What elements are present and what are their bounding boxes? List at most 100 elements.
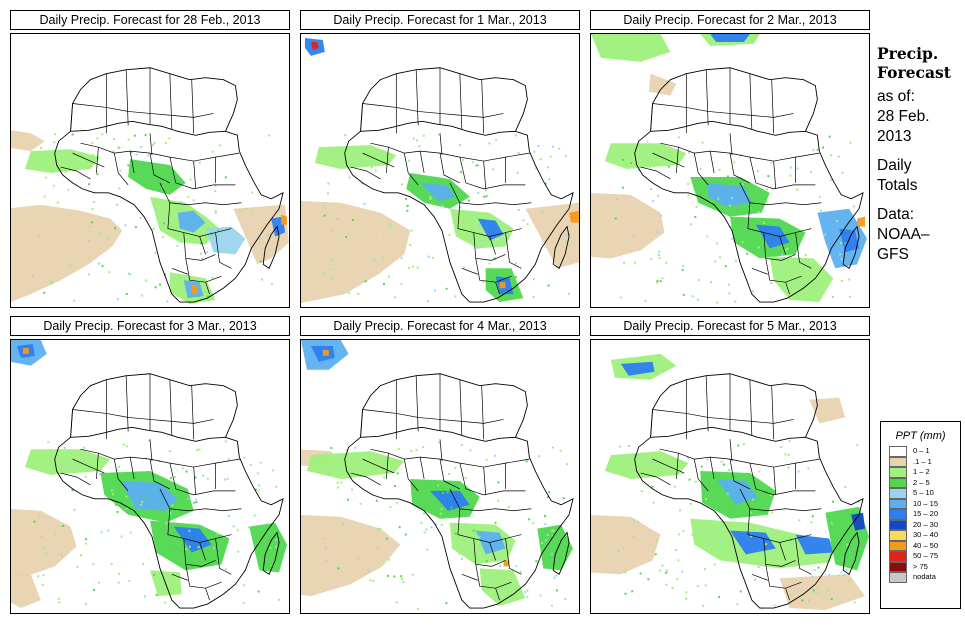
country-border xyxy=(459,73,463,130)
country-border xyxy=(773,467,777,495)
country-border xyxy=(481,79,485,134)
country-border xyxy=(185,564,222,589)
country-border xyxy=(751,113,794,118)
country-border xyxy=(149,459,171,490)
country-border xyxy=(495,282,500,295)
country-border xyxy=(169,379,173,436)
precip-area xyxy=(716,478,758,505)
country-border xyxy=(652,458,685,474)
country-border xyxy=(183,232,216,261)
precip-area xyxy=(779,574,866,611)
country-border xyxy=(449,182,532,206)
forecast-map xyxy=(300,33,580,308)
map-canvas xyxy=(11,34,289,307)
country-border xyxy=(439,459,461,490)
country-border xyxy=(652,409,709,418)
country-border xyxy=(362,409,419,418)
country-border xyxy=(167,508,232,543)
country-border xyxy=(159,488,242,512)
country-border xyxy=(709,457,715,480)
country-border xyxy=(785,282,790,295)
precip-area xyxy=(420,182,456,201)
legend-swatch xyxy=(889,540,907,551)
country-border xyxy=(473,538,506,567)
country-border xyxy=(660,448,820,468)
panel-title: Daily Precip. Forecast for 1 Mar., 2013 xyxy=(300,10,580,30)
map-canvas xyxy=(11,340,289,613)
map-canvas xyxy=(301,34,579,307)
country-border xyxy=(505,232,522,269)
country-border xyxy=(652,103,709,112)
precip-area xyxy=(281,214,288,225)
country-border xyxy=(751,573,768,581)
precip-area xyxy=(24,449,111,476)
country-border xyxy=(749,157,816,190)
legend-swatch xyxy=(889,572,907,583)
coastline xyxy=(54,426,284,609)
country-border xyxy=(362,103,419,112)
country-border xyxy=(650,409,653,438)
precip-area xyxy=(839,228,860,253)
forecast-caption: Precip. Forecast as of: 28 Feb. 2013 Dai… xyxy=(877,44,962,265)
country-border xyxy=(386,147,389,174)
legend-item: nodata xyxy=(889,572,960,583)
precip-area xyxy=(301,514,401,597)
country-border xyxy=(489,236,496,255)
precip-area xyxy=(191,284,198,295)
legend-swatch xyxy=(889,509,907,520)
country-border xyxy=(676,453,679,480)
country-border xyxy=(70,103,73,132)
legend-item: 20 – 30 xyxy=(889,519,960,530)
country-border xyxy=(489,542,496,561)
country-border xyxy=(693,459,709,492)
country-border xyxy=(763,538,796,567)
country-border xyxy=(773,161,777,189)
country-border xyxy=(481,385,485,440)
country-border xyxy=(171,113,214,118)
precip-area xyxy=(11,204,123,303)
legend-label: 5 – 10 xyxy=(913,488,934,497)
legend-label: nodata xyxy=(913,572,936,581)
country-border xyxy=(439,439,443,462)
precip-area xyxy=(449,208,514,249)
country-border xyxy=(360,103,363,132)
legend-item: > 75 xyxy=(889,561,960,572)
legend-swatch xyxy=(889,477,907,488)
country-border xyxy=(473,232,506,261)
country-border xyxy=(169,73,173,130)
panel-title: Daily Precip. Forecast for 2 Mar., 2013 xyxy=(590,10,870,30)
country-border xyxy=(360,409,363,438)
country-border xyxy=(795,232,812,269)
precip-area xyxy=(479,568,526,607)
country-border xyxy=(171,573,188,581)
forecast-panel-3: Daily Precip. Forecast for 2 Mar., 2013 xyxy=(590,10,870,308)
country-border xyxy=(763,232,796,261)
country-border xyxy=(418,417,462,422)
country-border xyxy=(205,588,210,601)
country-border xyxy=(459,379,463,436)
legend-title: PPT (mm) xyxy=(895,430,946,442)
legend-label: 2 – 5 xyxy=(913,477,930,487)
country-border xyxy=(749,463,816,496)
country-border xyxy=(96,453,99,480)
legend-item: 10 – 15 xyxy=(889,498,960,509)
country-border xyxy=(167,202,232,237)
precip-area xyxy=(795,534,834,555)
precip-area xyxy=(620,361,655,376)
caption-heading-line1: Precip. xyxy=(877,44,939,63)
country-border xyxy=(475,258,512,283)
precip-area xyxy=(477,218,504,241)
country-border xyxy=(169,463,236,496)
caption-date-line2: 2013 xyxy=(877,128,912,145)
forecast-panel-2: Daily Precip. Forecast for 1 Mar., 2013 xyxy=(300,10,580,308)
country-border xyxy=(129,457,135,480)
country-border xyxy=(80,448,240,468)
country-border xyxy=(751,267,768,275)
legend-item: 30 – 40 xyxy=(889,530,960,541)
precip-area xyxy=(173,526,212,553)
country-border xyxy=(386,453,389,480)
coastline xyxy=(634,426,864,609)
precip-area xyxy=(569,210,579,223)
legend-swatch xyxy=(889,498,907,509)
coastline xyxy=(54,120,284,303)
